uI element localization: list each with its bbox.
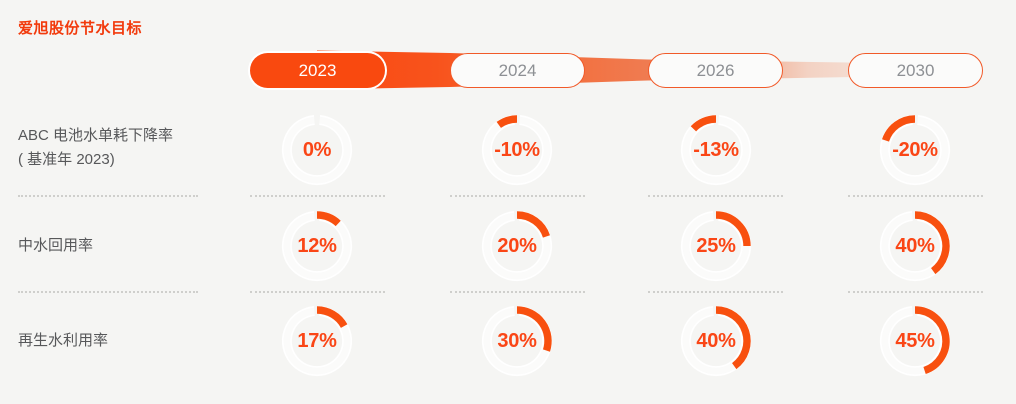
gauge-value: 25% [696,234,736,257]
gauge-value: 12% [297,234,337,257]
gauge-value: -10% [494,138,540,161]
gauge-value: 17% [297,329,337,352]
donut-gauge: 40% [678,303,754,379]
donut-gauge: 17% [279,303,355,379]
row-separator [648,195,783,197]
page-title: 爱旭股份节水目标 [18,20,143,37]
row-separator [18,195,198,197]
row-separator [648,291,783,293]
gauge-value: -13% [693,138,739,161]
gauge-value: 40% [895,234,935,257]
row-separator [848,291,983,293]
timeline-year-2026: 2026 [648,53,783,88]
row-separator [250,195,385,197]
row-label-line1: ABC 电池水单耗下降率 [18,127,174,144]
row-label-reclaimed-water: 中水回用率 [18,234,238,258]
year-label: 2030 [896,60,935,80]
gauge-value: 40% [696,329,736,352]
gauge-value: -20% [892,138,938,161]
donut-gauge: 12% [279,208,355,284]
row-separator [450,195,585,197]
timeline-year-2023: 2023 [250,53,385,88]
row-label-line2: ( 基准年 2023) [18,151,115,168]
row-label-line1: 中水回用率 [18,237,94,254]
donut-gauge: 45% [877,303,953,379]
year-label: 2023 [298,60,337,80]
row-separator [450,291,585,293]
donut-gauge: 40% [877,208,953,284]
gauge-value: 0% [302,138,332,161]
donut-gauge: -13% [678,112,754,188]
row-label-line1: 再生水利用率 [18,332,109,349]
row-separator [848,195,983,197]
donut-gauge: -20% [877,112,953,188]
gauge-value: 20% [497,234,537,257]
timeline-year-2030: 2030 [848,53,983,88]
donut-gauge: 20% [479,208,555,284]
row-label-abc-battery: ABC 电池水单耗下降率 ( 基准年 2023) [18,124,238,172]
donut-gauge: 25% [678,208,754,284]
row-separator [18,291,198,293]
gauge-value: 45% [895,329,935,352]
donut-gauge: 30% [479,303,555,379]
timeline-year-2024: 2024 [450,53,585,88]
year-label: 2026 [696,60,735,80]
row-label-recycled-water: 再生水利用率 [18,329,238,353]
donut-gauge: -10% [479,112,555,188]
gauge-value: 30% [497,329,537,352]
year-label: 2024 [498,60,537,80]
donut-gauge: 0% [279,112,355,188]
row-separator [250,291,385,293]
